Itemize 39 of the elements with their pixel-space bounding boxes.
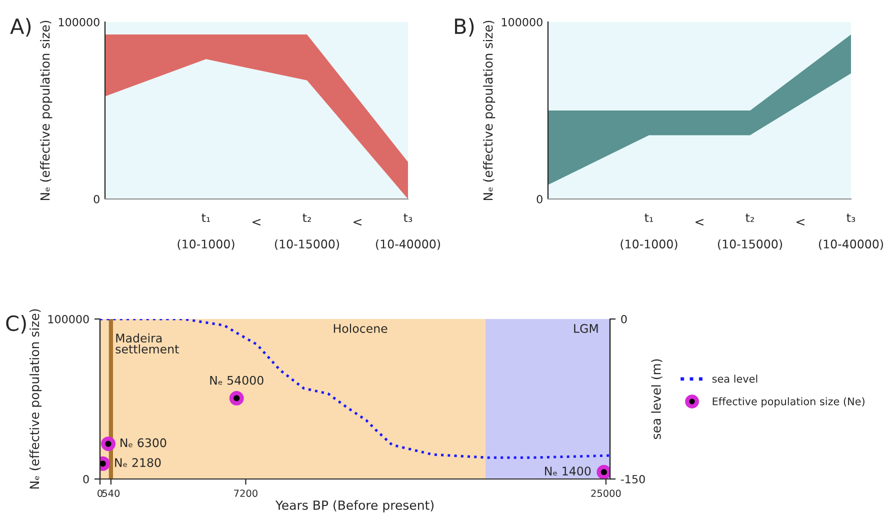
y2-tick-label: -150: [620, 474, 645, 484]
y-tick-label: 100000: [48, 314, 89, 324]
ref-line-label: Madeira settlement: [116, 333, 179, 354]
text: <: [796, 218, 804, 226]
annotation: Nₑ 2180: [115, 458, 161, 468]
band-label: LGM: [574, 324, 598, 333]
y-axis-title: Nₑ (effective population size): [483, 20, 496, 200]
annotation: Nₑ 54000: [210, 376, 264, 385]
category-label: t₂ (10-15000): [718, 214, 782, 250]
annotation: Nₑ 6300: [120, 438, 166, 448]
text: <: [696, 218, 704, 226]
text: <: [354, 218, 362, 226]
y-axis-title: Nₑ (effective population size): [30, 309, 42, 489]
category-label: t₃ (10-40000): [376, 214, 440, 250]
y-tick-label: 100000: [502, 18, 542, 26]
text: <: [252, 218, 260, 226]
chart-title: C): [6, 315, 26, 334]
legend-label: sea level: [712, 374, 758, 383]
x-tick-label: 25000: [591, 490, 621, 497]
band-label: Holocene: [334, 324, 388, 333]
y2-axis-title: sea level (m): [651, 359, 662, 440]
chart-title: A): [10, 18, 31, 37]
point: [596, 464, 610, 479]
point: [229, 390, 244, 406]
legend-label: Effective population size (Ne): [712, 397, 864, 408]
y-tick-label: 100000: [58, 18, 100, 26]
x-tick-label: 7200: [234, 490, 258, 497]
category-label: t₁ (10-1000): [620, 214, 678, 250]
x-tick-label: 540: [102, 490, 120, 497]
category-label: t₁ (10-1000): [178, 214, 234, 250]
x-axis-title: Years BP (Before present): [275, 500, 434, 512]
category-label: t₂ (10-15000): [274, 214, 340, 250]
y2-tick-label: 0: [621, 314, 627, 324]
category-label: t₃ (10-40000): [818, 214, 884, 250]
annotation: Nₑ 1400: [545, 466, 591, 476]
y-axis-title: Nₑ (effective population size): [40, 20, 52, 200]
chart-title: B): [455, 18, 474, 37]
line-series: [100, 319, 610, 459]
point: [101, 436, 116, 452]
